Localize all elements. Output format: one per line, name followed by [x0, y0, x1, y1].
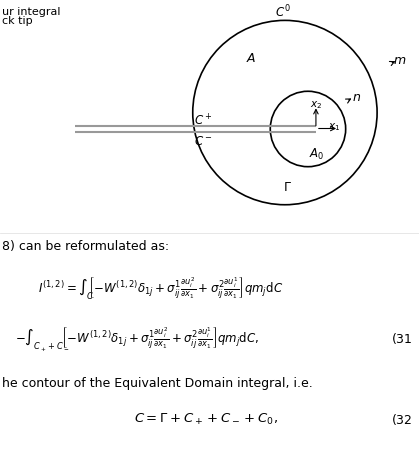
Text: $C^0$: $C^0$ — [275, 3, 291, 20]
Text: $-\int_{C_++C_-}\!\!\!\!\left[-W^{(1,2)}\delta_{1j}+ \sigma_{ij}^1 \frac{\partia: $-\int_{C_++C_-}\!\!\!\!\left[-W^{(1,2)}… — [15, 326, 259, 354]
Text: $x_1$: $x_1$ — [328, 121, 340, 133]
Text: he contour of the Equivalent Domain integral, i.e.: he contour of the Equivalent Domain inte… — [2, 377, 313, 390]
Text: $A$: $A$ — [246, 52, 256, 65]
Text: $I^{(1,2)} = \int_C \!\!\left[-W^{(1,2)}\delta_{1j}+ \sigma_{ij}^1 \frac{\partia: $I^{(1,2)} = \int_C \!\!\left[-W^{(1,2)}… — [38, 275, 283, 302]
Text: $m$: $m$ — [393, 54, 407, 68]
Text: $C^-$: $C^-$ — [194, 135, 212, 148]
Text: $n$: $n$ — [352, 91, 361, 104]
Text: $(32$: $(32$ — [391, 412, 413, 427]
Text: $x_2$: $x_2$ — [310, 99, 323, 112]
Text: ur integral: ur integral — [2, 7, 61, 17]
Text: $(31$: $(31$ — [391, 331, 413, 346]
Text: $\Gamma$: $\Gamma$ — [282, 181, 292, 194]
Text: $C = \Gamma + C_+ + C_- + C_0,$: $C = \Gamma + C_+ + C_- + C_0,$ — [134, 412, 278, 427]
Text: $A_0$: $A_0$ — [309, 147, 324, 162]
Text: ck tip: ck tip — [2, 16, 33, 26]
Text: $C^+$: $C^+$ — [194, 113, 212, 129]
Text: 8) can be reformulated as:: 8) can be reformulated as: — [2, 240, 169, 253]
